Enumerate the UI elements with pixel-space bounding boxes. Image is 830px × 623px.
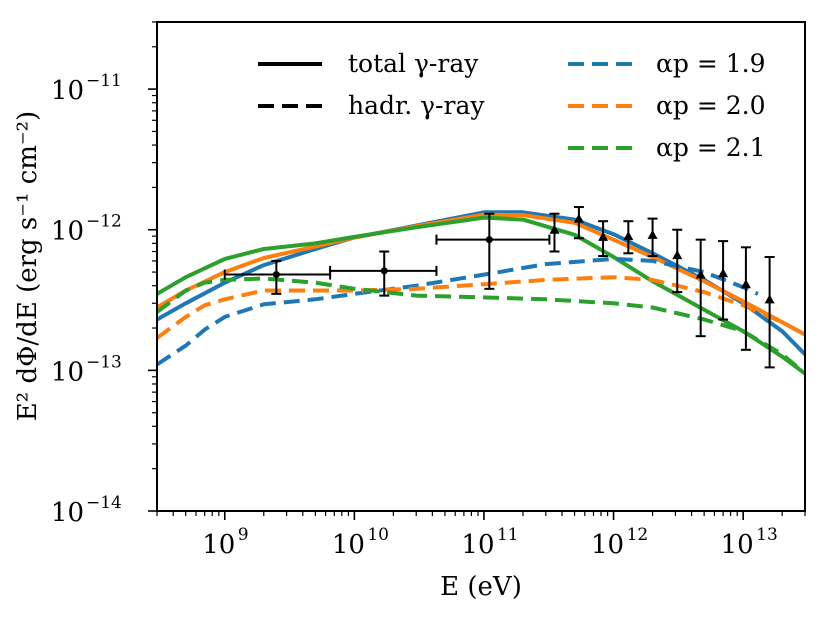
y-tick-label: 10 [51, 217, 84, 247]
data-point-6 [623, 220, 634, 255]
model-curves [157, 210, 805, 376]
triangle-marker [718, 268, 729, 278]
x-axis-label: E (eV) [440, 572, 522, 602]
legend-label: αp = 2.1 [656, 133, 766, 162]
data-point-8 [672, 228, 683, 294]
circle-marker [272, 271, 280, 279]
legend-label: αp = 2.0 [656, 91, 766, 120]
data-point-7 [647, 217, 658, 258]
triangle-marker [623, 231, 634, 241]
triangle-marker [740, 279, 751, 289]
x-tick-label: 10 [202, 530, 235, 560]
triangle-marker [598, 231, 609, 241]
y-tick-exponent: −14 [86, 493, 122, 513]
y-tick-exponent: −13 [86, 352, 122, 372]
legend-label: hadr. γ-ray [348, 91, 485, 120]
y-tick-label: 10 [51, 498, 84, 528]
triangle-marker [573, 213, 584, 223]
triangle-marker [695, 269, 706, 279]
y-tick-exponent: −12 [86, 212, 122, 232]
circle-marker [380, 267, 388, 275]
data-point-5 [598, 220, 609, 258]
y-tick-label: 10 [51, 76, 84, 106]
y-tick-label: 10 [51, 357, 84, 387]
series-line-5 [157, 276, 805, 376]
triangle-marker [672, 250, 683, 260]
data-point-10 [718, 240, 729, 321]
series-line-4 [157, 275, 805, 340]
data-point-12 [764, 255, 775, 369]
legend-label: total γ-ray [348, 49, 479, 78]
x-tick-exponent: 9 [238, 525, 249, 545]
data-point-3 [549, 212, 560, 253]
x-tick-exponent: 10 [367, 525, 389, 545]
legend-label: αp = 1.9 [656, 49, 766, 78]
data-point-2 [435, 212, 551, 290]
series-line-2 [157, 215, 805, 376]
data-point-9 [695, 238, 706, 338]
x-tick-label: 10 [332, 530, 365, 560]
plot-frame [156, 21, 806, 512]
data-point-4 [573, 206, 584, 240]
triangle-marker [549, 224, 560, 234]
data-point-1 [329, 250, 438, 297]
x-tick-exponent: 11 [497, 525, 519, 545]
series-line-3 [157, 256, 759, 367]
data-point-11 [740, 246, 751, 351]
x-tick-label: 10 [461, 530, 494, 560]
y-axis-label: E² dΦ/dE (erg s⁻¹ cm⁻²) [13, 111, 43, 421]
data-points [223, 206, 775, 369]
triangle-marker [647, 229, 658, 239]
x-tick-exponent: 12 [627, 525, 649, 545]
y-tick-exponent: −11 [86, 71, 122, 91]
x-tick-label: 10 [721, 530, 754, 560]
legend: total γ-ray hadr. γ-ray αp = 1.9 αp = 2.0 αp… [258, 49, 766, 162]
x-tick-label: 10 [591, 530, 624, 560]
axes [156, 21, 806, 512]
x-tick-exponent: 13 [756, 525, 778, 545]
triangle-marker [764, 294, 775, 304]
circle-marker [485, 236, 493, 244]
